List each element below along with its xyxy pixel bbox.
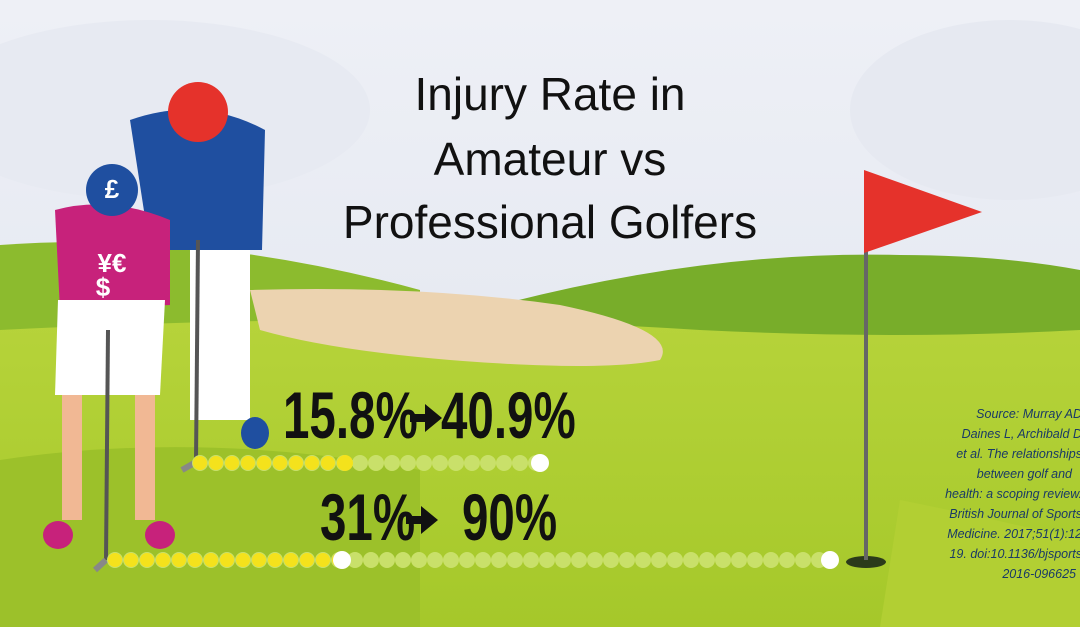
source-line: between golf and — [977, 467, 1073, 481]
arrow — [410, 404, 442, 432]
source-line: et al. The relationships — [956, 447, 1080, 461]
golfer-pro — [130, 82, 269, 473]
hole — [846, 556, 886, 568]
track-start — [337, 455, 353, 471]
arrow — [406, 506, 438, 534]
track-end — [531, 454, 549, 472]
title-line: Injury Rate in — [414, 68, 685, 120]
source-line: Daines L, Archibald D — [962, 427, 1080, 441]
svg-text:$: $ — [96, 272, 111, 302]
source-line: 19. doi:10.1136/bjsports — [949, 547, 1080, 561]
track-end — [821, 551, 839, 569]
source-line: health: a scoping review. — [945, 487, 1080, 501]
green — [880, 500, 1080, 627]
svg-text:¥€: ¥€ — [98, 248, 127, 278]
source-line: Source: Murray AD — [976, 407, 1080, 421]
stat-to: 90% — [462, 481, 557, 554]
track-mid — [333, 551, 351, 569]
source-line: 2016-096625 — [1001, 567, 1076, 581]
source: Source: Murray AD Daines L, Archibald D et… — [945, 407, 1080, 581]
stat-from: 31% — [320, 481, 415, 554]
golfer-amateur: £ ¥€ $ — [43, 164, 175, 573]
source-line: Medicine. 2017;51(1):12 — [947, 527, 1080, 541]
flag — [864, 170, 982, 253]
stat-from: 15.8% — [283, 379, 418, 452]
svg-text:£: £ — [105, 174, 120, 204]
stat-to: 40.9% — [441, 379, 576, 452]
title-line: Amateur vs — [434, 133, 667, 185]
title-line: Professional Golfers — [343, 196, 757, 248]
bunker — [250, 289, 663, 366]
source-line: British Journal of Sports — [949, 507, 1080, 521]
cloud — [850, 20, 1080, 200]
